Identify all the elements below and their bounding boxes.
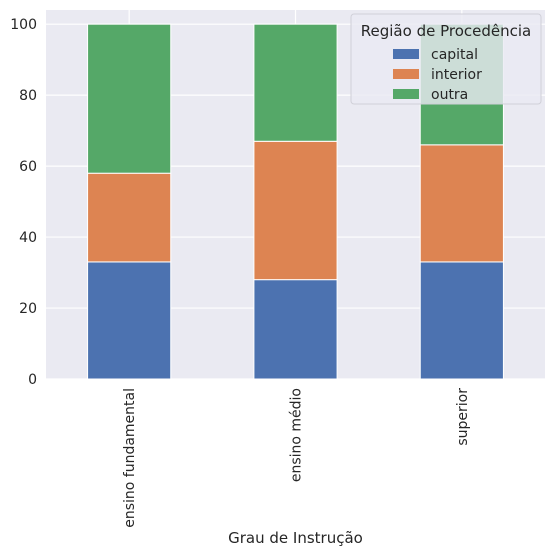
bar-interior	[253, 140, 338, 281]
x-tick-label: ensino fundamental	[122, 388, 138, 528]
legend-swatch-outra	[393, 89, 419, 99]
bar-capital	[419, 261, 504, 380]
legend-box	[350, 13, 542, 105]
x-axis-label: Grau de Instrução	[228, 529, 363, 547]
x-tick-label: ensino médio	[289, 388, 305, 482]
legend-label-capital: capital	[431, 47, 478, 63]
y-tick-label: 0	[28, 372, 37, 388]
x-tick-label: superior	[455, 388, 471, 446]
bar-capital	[87, 261, 172, 380]
legend-label-outra: outra	[431, 87, 468, 103]
bar-outra	[87, 23, 172, 174]
y-axis-ticks: 0 20 40 60 80 100	[10, 17, 37, 388]
bar-outra	[253, 23, 338, 142]
y-tick-label: 40	[19, 230, 37, 246]
y-tick-label: 20	[19, 301, 37, 317]
y-tick-label: 80	[19, 88, 37, 104]
legend-title: Região de Procedência	[361, 22, 531, 40]
y-tick-label: 60	[19, 159, 37, 175]
legend: Região de Procedência capital interior out…	[350, 13, 542, 105]
y-tick-label: 100	[10, 17, 37, 33]
legend-items: capital interior outra	[393, 47, 482, 103]
x-axis-ticks: ensino fundamental ensino médio superior	[122, 388, 471, 528]
legend-label-interior: interior	[431, 67, 482, 83]
legend-swatch-interior	[393, 69, 419, 79]
bar-interior	[419, 144, 504, 263]
bar-interior	[87, 172, 172, 263]
bar-capital	[253, 279, 338, 380]
legend-swatch-capital	[393, 49, 419, 59]
